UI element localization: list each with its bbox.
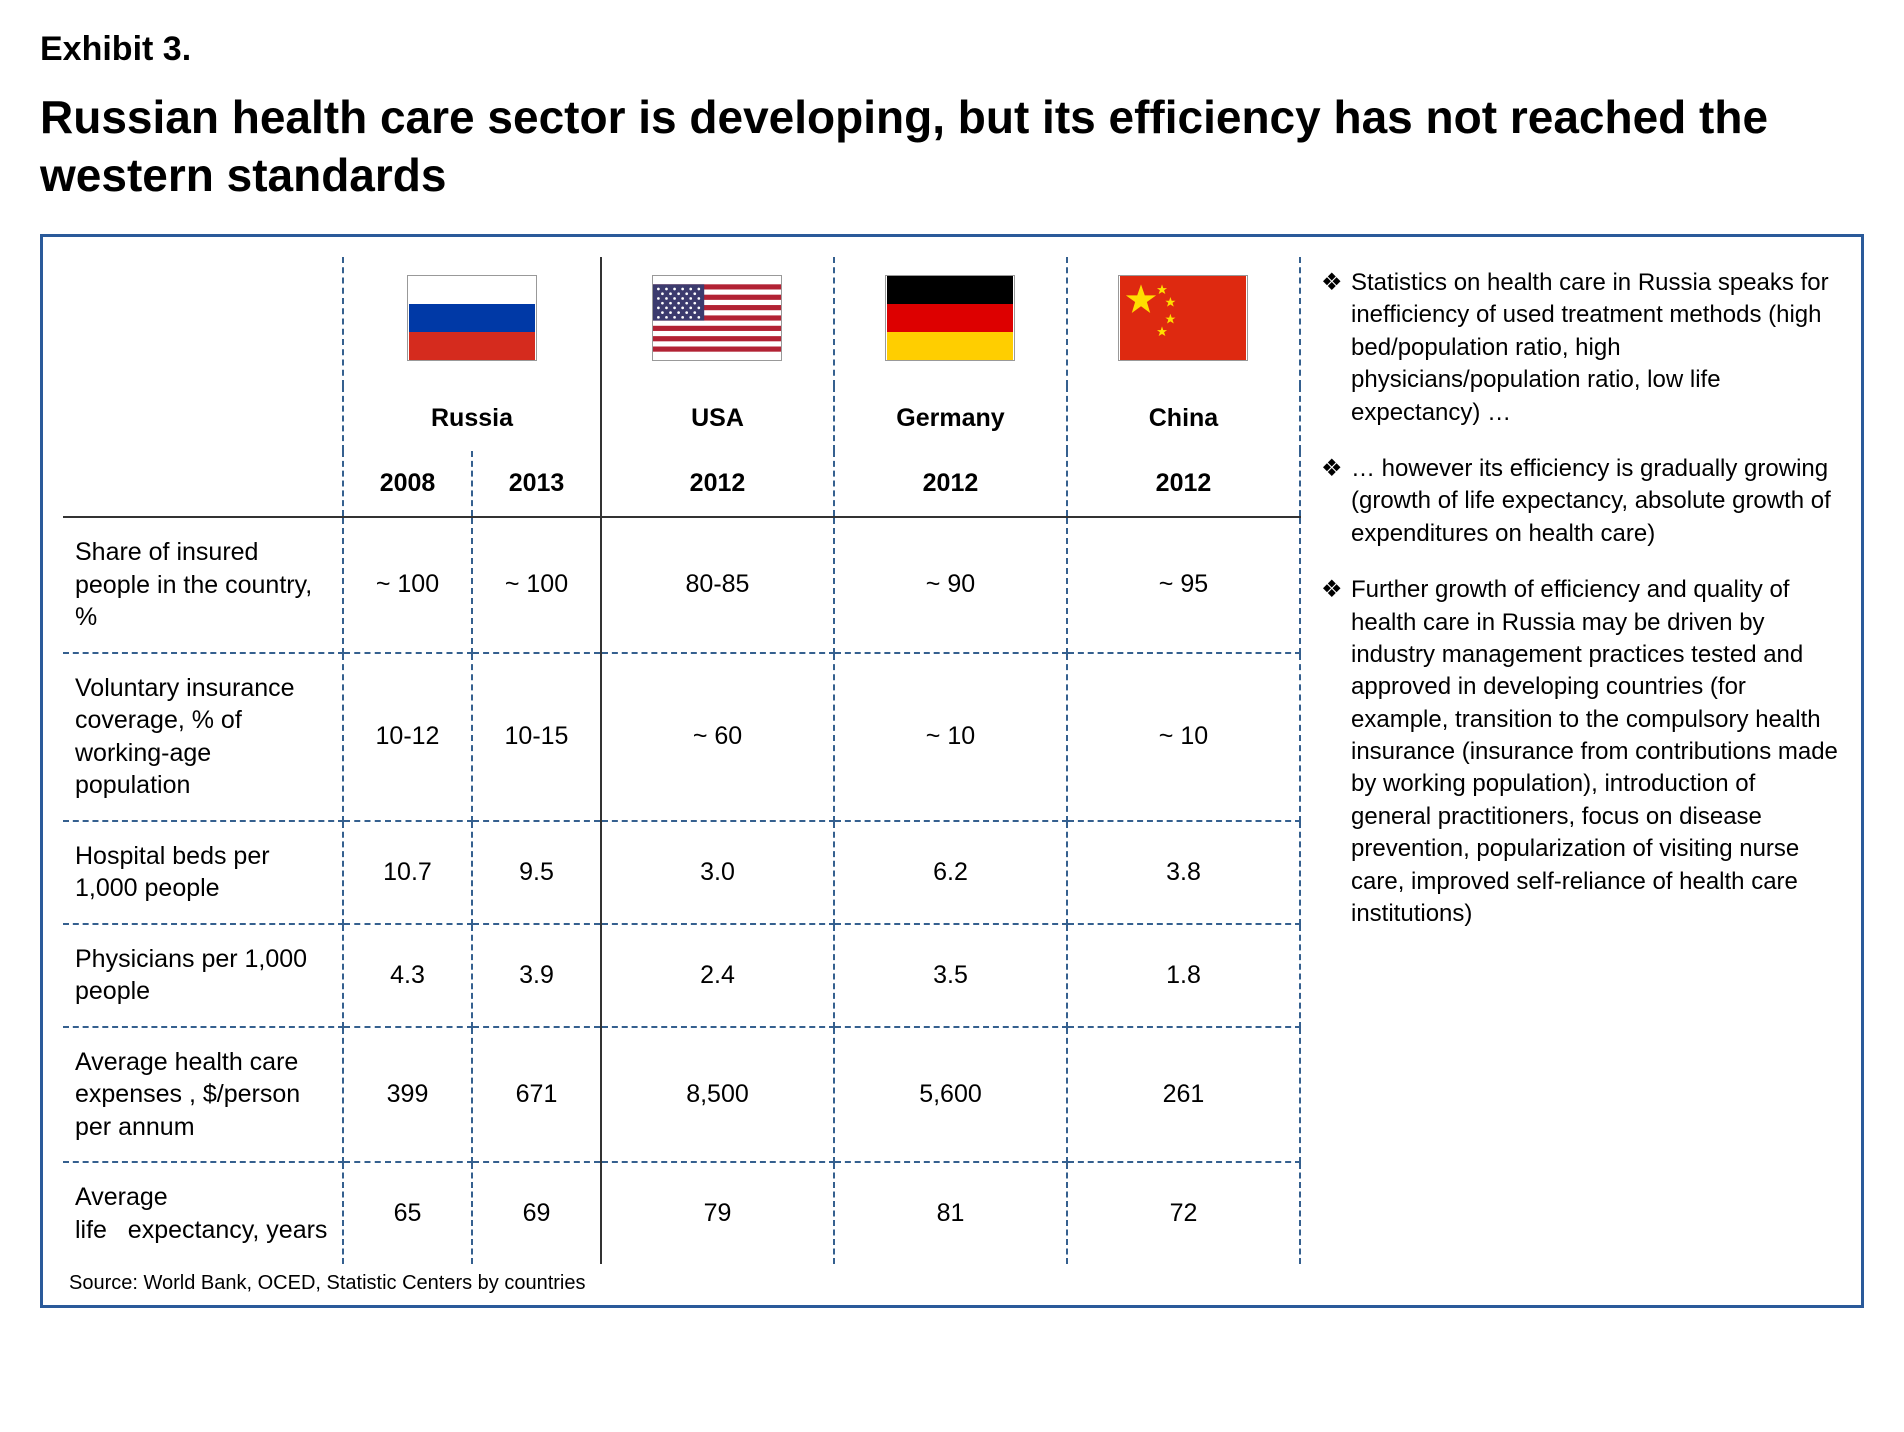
bullets-area: Statistics on health care in Russia spea… — [1321, 257, 1841, 1295]
bullet-item: Further growth of efficiency and quality… — [1321, 574, 1841, 930]
cell-value: ~ 100 — [343, 517, 472, 653]
metric-label: Average health care expenses , $/person … — [63, 1027, 343, 1163]
col-header-china: China — [1067, 386, 1300, 451]
metric-label: Share of insured people in the country, … — [63, 517, 343, 653]
table-row: Average health care expenses , $/person … — [63, 1027, 1300, 1163]
flag-germany-icon — [885, 275, 1015, 361]
comparison-table: Russia USA Germany China 2008 2013 2012 … — [63, 257, 1301, 1264]
cell-value: 3.0 — [601, 821, 834, 924]
cell-value: 72 — [1067, 1162, 1300, 1264]
metric-label: Average life expectancy, years — [63, 1162, 343, 1264]
table-row: Physicians per 1,000 people 4.3 3.9 2.4 … — [63, 924, 1300, 1027]
cell-value: 3.5 — [834, 924, 1067, 1027]
col-header-usa: USA — [601, 386, 834, 451]
cell-value: 2.4 — [601, 924, 834, 1027]
metric-label: Hospital beds per 1,000 people — [63, 821, 343, 924]
cell-value: 79 — [601, 1162, 834, 1264]
col-header-russia: Russia — [343, 386, 601, 451]
table-row: Share of insured people in the country, … — [63, 517, 1300, 653]
year-usa: 2012 — [601, 451, 834, 517]
metric-label: Voluntary insurance coverage, % of worki… — [63, 653, 343, 821]
flag-usa-icon — [652, 275, 782, 361]
cell-value: ~ 10 — [834, 653, 1067, 821]
metric-label: Physicians per 1,000 people — [63, 924, 343, 1027]
cell-value: ~ 60 — [601, 653, 834, 821]
flag-russia-icon — [407, 275, 537, 361]
year-russia-2008: 2008 — [343, 451, 472, 517]
cell-value: ~ 100 — [472, 517, 601, 653]
cell-value: 6.2 — [834, 821, 1067, 924]
col-header-germany: Germany — [834, 386, 1067, 451]
year-germany: 2012 — [834, 451, 1067, 517]
cell-value: 9.5 — [472, 821, 601, 924]
cell-value: 65 — [343, 1162, 472, 1264]
exhibit-label: Exhibit 3. — [40, 30, 1864, 69]
cell-value: 80-85 — [601, 517, 834, 653]
cell-value: 4.3 — [343, 924, 472, 1027]
cell-value: 81 — [834, 1162, 1067, 1264]
cell-value: 8,500 — [601, 1027, 834, 1163]
cell-value: 10-12 — [343, 653, 472, 821]
cell-value: 5,600 — [834, 1027, 1067, 1163]
table-row: Voluntary insurance coverage, % of worki… — [63, 653, 1300, 821]
table-row: Average life expectancy, years 65 69 79 … — [63, 1162, 1300, 1264]
year-russia-2013: 2013 — [472, 451, 601, 517]
table-area: Russia USA Germany China 2008 2013 2012 … — [63, 257, 1301, 1295]
source-text: Source: World Bank, OCED, Statistic Cent… — [63, 1272, 1301, 1295]
content-frame: Russia USA Germany China 2008 2013 2012 … — [40, 234, 1864, 1308]
flag-china-icon — [1118, 275, 1248, 361]
cell-value: 1.8 — [1067, 924, 1300, 1027]
cell-value: ~ 10 — [1067, 653, 1300, 821]
cell-value: 3.8 — [1067, 821, 1300, 924]
cell-value: 3.9 — [472, 924, 601, 1027]
cell-value: 671 — [472, 1027, 601, 1163]
cell-value: ~ 90 — [834, 517, 1067, 653]
table-row: Hospital beds per 1,000 people 10.7 9.5 … — [63, 821, 1300, 924]
cell-value: 10-15 — [472, 653, 601, 821]
cell-value: 261 — [1067, 1027, 1300, 1163]
year-china: 2012 — [1067, 451, 1300, 517]
page-title: Russian health care sector is developing… — [40, 89, 1864, 204]
bullet-item: Statistics on health care in Russia spea… — [1321, 267, 1841, 429]
cell-value: 399 — [343, 1027, 472, 1163]
cell-value: 10.7 — [343, 821, 472, 924]
cell-value: 69 — [472, 1162, 601, 1264]
cell-value: ~ 95 — [1067, 517, 1300, 653]
bullet-item: … however its efficiency is gradually gr… — [1321, 453, 1841, 550]
